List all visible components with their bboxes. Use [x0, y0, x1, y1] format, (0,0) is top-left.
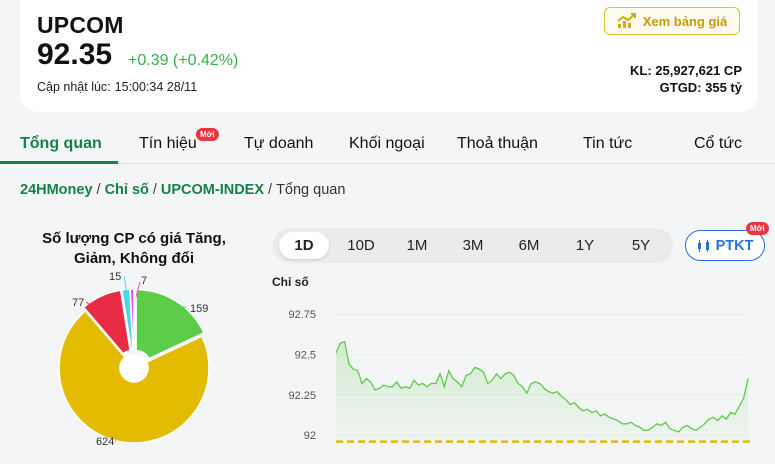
breadcrumb-current: Tổng quan	[276, 182, 346, 198]
pie-label: 77	[72, 297, 84, 309]
y-tick-label: 92	[304, 430, 316, 442]
breadcrumb-home[interactable]: 24HMoney	[20, 182, 93, 198]
y-axis-label: Chỉ số	[272, 275, 309, 289]
new-badge: Mới	[196, 128, 219, 141]
volume-stat: KL: 25,927,621 CP	[629, 63, 742, 78]
time-range-selector: 1D 10D 1M 3M 6M 1Y 5Y	[273, 228, 673, 263]
tab-overview[interactable]: Tổng quan	[20, 135, 102, 152]
breadcrumb-separator: /	[268, 182, 273, 198]
index-change: +0.39 (+0.42%)	[128, 52, 239, 69]
technical-analysis-label: PTKT	[715, 237, 754, 254]
range-5y[interactable]: 5Y	[631, 237, 651, 254]
pie-slice	[82, 289, 132, 355]
value-stat: GTGD: 355 tỷ	[659, 80, 742, 95]
series-line	[335, 340, 749, 433]
tab-negotiated[interactable]: Thoả thuận	[457, 135, 538, 152]
y-tick-label: 92.25	[288, 390, 316, 402]
chart-up-icon	[617, 13, 636, 28]
pie-slice	[135, 288, 206, 360]
pie-title: Số lượng CP có giá Tăng, Giảm, Không đổi	[42, 230, 226, 267]
tab-bar: Tổng quan Tín hiệu Mới Tự doanh Khối ngo…	[0, 124, 775, 164]
pie-label: 624	[96, 436, 114, 448]
pie-leader-line	[135, 281, 141, 298]
index-symbol: UPCOM	[37, 12, 124, 38]
candlestick-icon	[697, 239, 709, 252]
index-summary-card: UPCOM 92.35 +0.39 (+0.42%) Cập nhật lúc:…	[20, 0, 758, 112]
range-3m[interactable]: 3M	[462, 237, 484, 254]
index-line-chart: Chỉ số 92.75 92.5 92.25 92	[272, 275, 750, 443]
advance-decline-pie: 159 624 77 15 7	[58, 271, 210, 448]
y-tick-label: 92.5	[295, 349, 316, 361]
range-1m[interactable]: 1M	[406, 237, 428, 254]
pie-leader-line	[114, 437, 117, 443]
pie-label: 159	[190, 303, 208, 315]
trading-stats: KL: 25,927,621 CP GTGD: 355 tỷ	[630, 62, 742, 96]
pie-label: 7	[141, 275, 147, 287]
tab-dividends[interactable]: Cổ tức	[694, 135, 743, 152]
breadcrumb-upcom[interactable]: UPCOM-INDEX	[160, 182, 265, 198]
update-time-value: 15:00:34 28/11	[114, 80, 198, 94]
range-6m[interactable]: 6M	[518, 237, 540, 254]
y-tick-label: 92.75	[288, 309, 316, 321]
pie-slice	[129, 288, 135, 351]
pie-label: 15	[109, 271, 121, 283]
price-board-button[interactable]: Xem bảng giá	[604, 7, 740, 35]
tab-news[interactable]: Tin tức	[583, 135, 633, 152]
range-1y[interactable]: 1Y	[575, 237, 595, 254]
area-fill	[336, 341, 748, 442]
price-board-label: Xem bảng giá	[642, 13, 728, 29]
index-price: 92.35	[37, 38, 113, 71]
update-time-label: Cập nhật lúc:	[37, 80, 111, 94]
update-time: Cập nhật lúc: 15:00:34 28/11	[37, 80, 197, 94]
breadcrumb-separator: /	[152, 182, 157, 198]
range-10d[interactable]: 10D	[347, 237, 375, 254]
new-badge: Mới	[746, 222, 769, 235]
breadcrumb: 24HMoney / Chỉ số / UPCOM-INDEX / Tổng quan	[20, 182, 345, 198]
breadcrumb-index[interactable]: Chỉ số	[104, 182, 149, 198]
pie-leader-line	[123, 275, 128, 295]
tab-signals[interactable]: Tín hiệu	[139, 135, 197, 152]
range-1d[interactable]: 1D	[279, 232, 329, 259]
active-tab-indicator	[0, 161, 118, 164]
pie-leader-line	[85, 301, 99, 311]
pie-center-hole	[120, 354, 148, 382]
technical-analysis-button[interactable]: PTKT	[685, 230, 765, 261]
tab-proprietary[interactable]: Tự doanh	[244, 135, 314, 152]
tab-foreign[interactable]: Khối ngoại	[349, 135, 425, 152]
breadcrumb-separator: /	[96, 182, 101, 198]
